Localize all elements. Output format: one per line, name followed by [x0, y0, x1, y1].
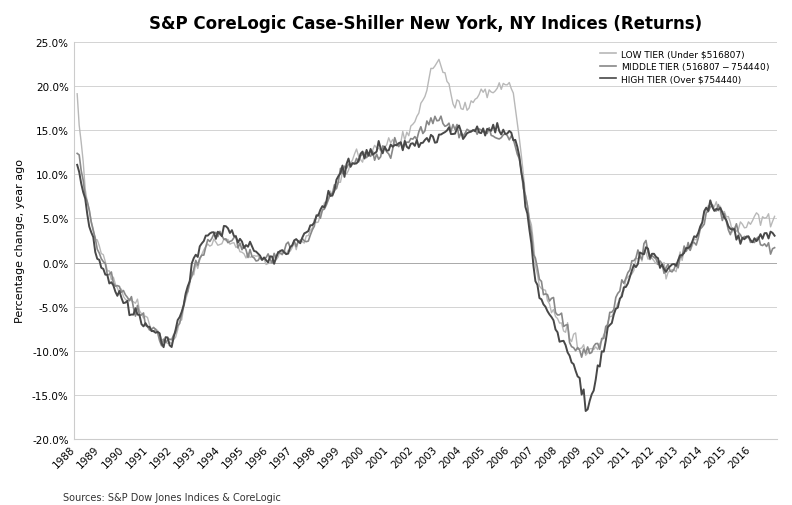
MIDDLE TIER ($516807 - $754440) — [545, 298, 554, 305]
MIDDLE TIER ($516807 - $754440) — [72, 151, 82, 157]
HIGH TIER (Over $754440) — [72, 163, 82, 169]
MIDDLE TIER ($516807 - $754440) — [577, 355, 586, 361]
Line: LOW TIER (Under $516807): LOW TIER (Under $516807) — [77, 60, 775, 356]
LOW TIER (Under $516807) — [545, 301, 554, 307]
Text: Sources: S&P Dow Jones Indices & CoreLogic: Sources: S&P Dow Jones Indices & CoreLog… — [63, 492, 281, 502]
HIGH TIER (Over $754440) — [545, 312, 554, 318]
LOW TIER (Under $516807) — [434, 57, 444, 63]
HIGH TIER (Over $754440) — [324, 188, 333, 194]
MIDDLE TIER ($516807 - $754440) — [261, 255, 271, 261]
MIDDLE TIER ($516807 - $754440) — [448, 122, 458, 128]
LOW TIER (Under $516807) — [72, 91, 82, 97]
Title: S&P CoreLogic Case-Shiller New York, NY Indices (Returns): S&P CoreLogic Case-Shiller New York, NY … — [149, 15, 702, 33]
LOW TIER (Under $516807) — [402, 130, 412, 136]
HIGH TIER (Over $754440) — [581, 408, 590, 414]
Line: HIGH TIER (Over $754440): HIGH TIER (Over $754440) — [77, 124, 775, 411]
HIGH TIER (Over $754440) — [261, 258, 271, 264]
HIGH TIER (Over $754440) — [446, 132, 455, 138]
HIGH TIER (Over $754440) — [291, 237, 301, 243]
HIGH TIER (Over $754440) — [770, 233, 779, 239]
LOW TIER (Under $516807) — [291, 247, 301, 253]
LOW TIER (Under $516807) — [324, 196, 333, 203]
LOW TIER (Under $516807) — [448, 102, 458, 108]
MIDDLE TIER ($516807 - $754440) — [402, 140, 412, 146]
Line: MIDDLE TIER ($516807 - $754440): MIDDLE TIER ($516807 - $754440) — [77, 117, 775, 358]
MIDDLE TIER ($516807 - $754440) — [291, 244, 301, 250]
MIDDLE TIER ($516807 - $754440) — [324, 197, 333, 203]
LOW TIER (Under $516807) — [770, 214, 779, 220]
Legend: LOW TIER (Under $516807), MIDDLE TIER ($516807 - $754440), HIGH TIER (Over $7544: LOW TIER (Under $516807), MIDDLE TIER ($… — [597, 47, 772, 87]
Y-axis label: Percentage change, year ago: Percentage change, year ago — [15, 159, 25, 323]
MIDDLE TIER ($516807 - $754440) — [770, 245, 779, 251]
HIGH TIER (Over $754440) — [402, 144, 412, 150]
MIDDLE TIER ($516807 - $754440) — [436, 114, 446, 120]
LOW TIER (Under $516807) — [261, 262, 271, 268]
LOW TIER (Under $516807) — [581, 352, 590, 359]
HIGH TIER (Over $754440) — [493, 121, 502, 127]
